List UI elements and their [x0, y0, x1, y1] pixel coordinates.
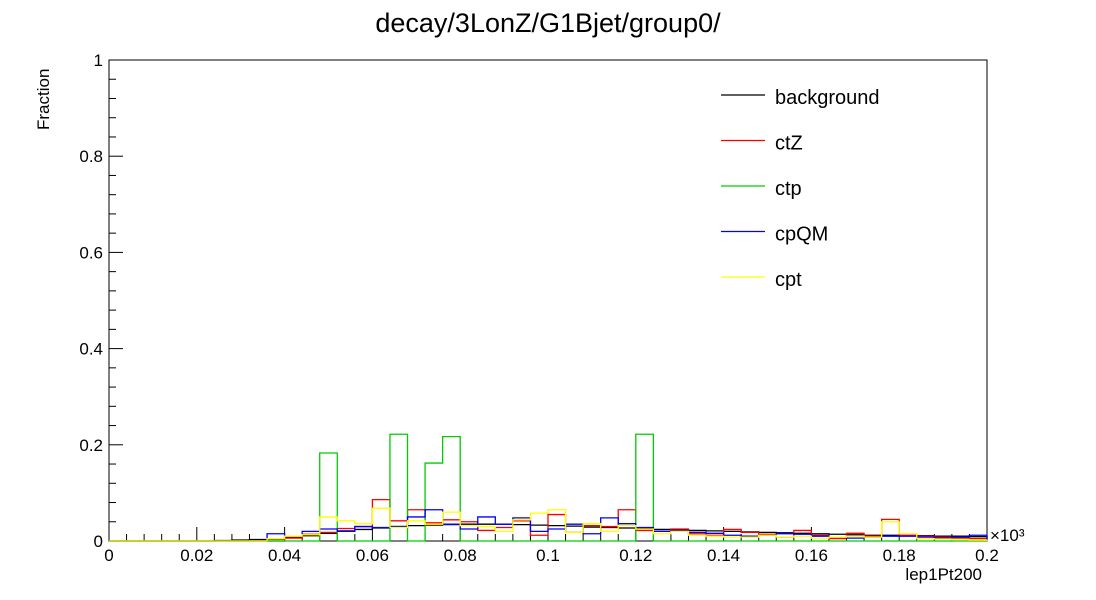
y-tick-label: 0.8 [79, 147, 103, 166]
legend: background ctZ ctp cpQM cpt [721, 87, 880, 291]
x-tick-label: 0.18 [883, 546, 916, 565]
y-tick-label: 1 [94, 51, 103, 70]
x-tick-label: 0.16 [795, 546, 828, 565]
legend-label-background: background [775, 87, 880, 109]
legend-label-ctz: ctZ [775, 133, 803, 155]
series-ctp-histogram [109, 433, 987, 542]
y-tick-label: 0 [94, 532, 103, 551]
x-tick-label: 0.02 [180, 546, 213, 565]
x-tick-label: 0.2 [975, 546, 999, 565]
y-tick-label: 0.6 [79, 243, 103, 262]
chart-title: decay/3LonZ/G1Bjet/group0/ [375, 8, 721, 38]
x-tick-label: 0.06 [356, 546, 389, 565]
series-layer [109, 433, 988, 542]
series-ctz-histogram [109, 498, 988, 542]
x-tick-label: 0.04 [268, 546, 301, 565]
legend-label-cpqm: cpQM [775, 224, 828, 246]
legend-label-ctp: ctp [775, 178, 802, 200]
x-tick-label: 0.12 [619, 546, 652, 565]
x-axis: 0 0.02 0.04 0.06 0.08 0.1 0.12 0.14 0.16 0.18 0.2 [104, 527, 999, 565]
x-axis-multiplier: ×10³ [990, 526, 1025, 545]
x-axis-title: lep1Pt200 [905, 565, 982, 584]
x-tick-label: 0.1 [536, 546, 560, 565]
y-axis-title: Fraction [34, 69, 53, 130]
x-tick-label: 0.14 [707, 546, 740, 565]
legend-label-cpt: cpt [775, 269, 802, 291]
y-axis: 0 0.2 0.4 0.6 0.8 1 [79, 51, 123, 551]
x-tick-label: 0 [104, 546, 113, 565]
series-cpt-histogram [109, 507, 988, 542]
x-tick-label: 0.08 [444, 546, 477, 565]
plot-frame [108, 59, 988, 542]
y-tick-label: 0.2 [79, 436, 103, 455]
y-tick-label: 0.4 [79, 340, 103, 359]
